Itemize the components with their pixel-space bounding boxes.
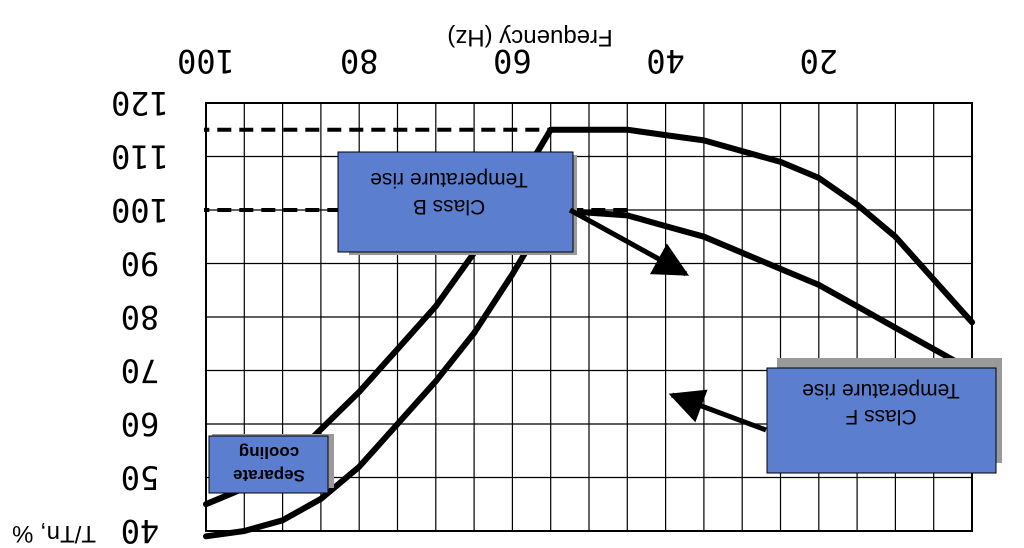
annotation-separate-cooling-line1: Separate <box>233 466 305 485</box>
x-tick-label: 40 <box>646 42 685 80</box>
annotation-class-f-box <box>766 367 997 474</box>
x-tick-label: 80 <box>340 42 379 80</box>
y-axis-title: T/Tn, % <box>12 520 96 547</box>
annotation-separate-cooling-line2: cooling <box>239 443 299 462</box>
x-tick-label: 60 <box>493 42 532 80</box>
annotation-class-f: Class F Temperature rise <box>668 358 1002 474</box>
annotation-separate-cooling-box <box>208 435 329 494</box>
annotation-class-b-line2: Temperature rise <box>370 168 528 191</box>
annotation-class-f-line1: Class F <box>845 405 916 428</box>
series-line-class-f <box>203 126 975 508</box>
annotation-class-b-box <box>337 151 574 253</box>
annotation-class-b: Class B Temperature rise <box>337 151 690 277</box>
y-tick-label: 40 <box>121 512 160 548</box>
annotation-separate-cooling: Separate cooling <box>208 434 334 494</box>
annotation-class-b-arrow <box>568 207 690 277</box>
y-tick-label: 90 <box>121 245 160 283</box>
y-tick-label: 120 <box>111 84 169 122</box>
x-axis-title: Frequency (Hz) <box>447 24 612 51</box>
annotation-class-b-line1: Class B <box>413 195 485 218</box>
y-tick-label: 80 <box>121 298 160 336</box>
y-tick-label: 110 <box>111 138 169 176</box>
y-tick-label: 70 <box>121 352 160 390</box>
tick-labels: 20 40 60 80 100 40 50 60 70 80 90 100 110 120 <box>111 42 838 548</box>
y-tick-label: 100 <box>111 191 169 229</box>
series-line-class-b <box>203 207 975 540</box>
x-tick-label: 20 <box>800 42 839 80</box>
annotation-class-f-arrow <box>668 389 767 433</box>
x-tick-label: 100 <box>177 42 235 80</box>
y-tick-label: 60 <box>121 405 160 443</box>
y-tick-label: 50 <box>121 459 160 497</box>
series-lines <box>203 126 975 540</box>
annotation-class-f-line2: Temperature rise <box>802 379 960 402</box>
